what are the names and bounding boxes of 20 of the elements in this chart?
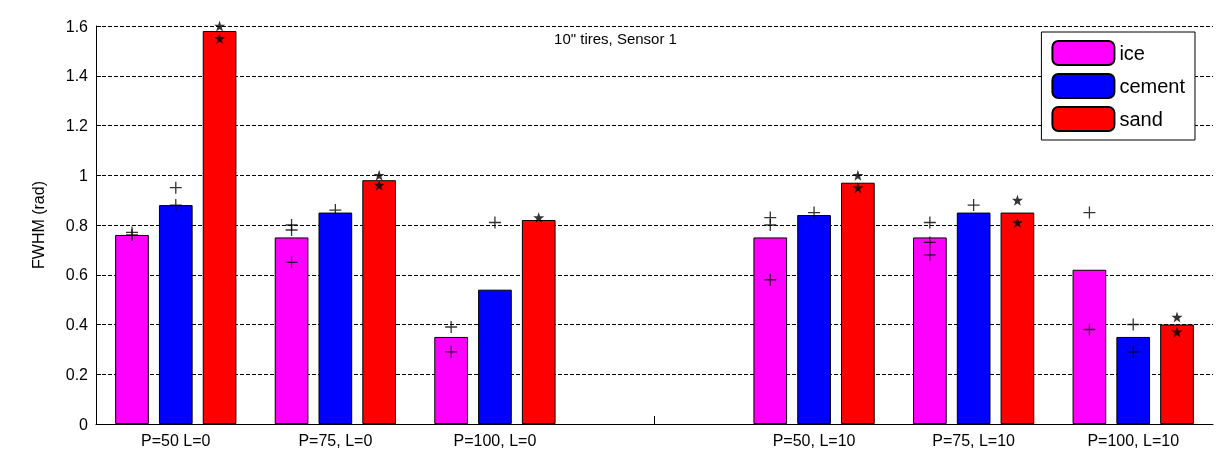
legend-label: sand xyxy=(1119,108,1163,130)
y-tick-label: 1 xyxy=(79,166,89,184)
y-tick-label: 0.8 xyxy=(65,216,89,234)
y-axis-title: FWHM (rad) xyxy=(29,181,47,269)
x-tick-label: P=100, L=0 xyxy=(453,431,537,449)
x-tick-label: P=50 L=0 xyxy=(141,431,211,449)
chart-title: 10" tires, Sensor 1 xyxy=(554,30,677,47)
y-tick-label: 1.6 xyxy=(65,17,89,35)
x-tick-label: P=50, L=10 xyxy=(772,431,856,449)
y-tick-label: 1.4 xyxy=(65,67,89,85)
x-tick-label: P=75, L=10 xyxy=(932,431,1016,449)
y-tick-label: 1.2 xyxy=(65,117,89,134)
legend-label: cement xyxy=(1119,75,1186,97)
x-tick-label: P=75, L=0 xyxy=(298,431,373,449)
legend-label: ice xyxy=(1119,42,1145,64)
y-tick-label: 0.2 xyxy=(65,365,89,383)
y-tick-label: 0.4 xyxy=(65,316,89,333)
y-tick-label: 0.6 xyxy=(65,266,89,284)
y-tick-label: 0 xyxy=(79,415,89,433)
x-tick-label: P=100, L=10 xyxy=(1087,431,1180,449)
